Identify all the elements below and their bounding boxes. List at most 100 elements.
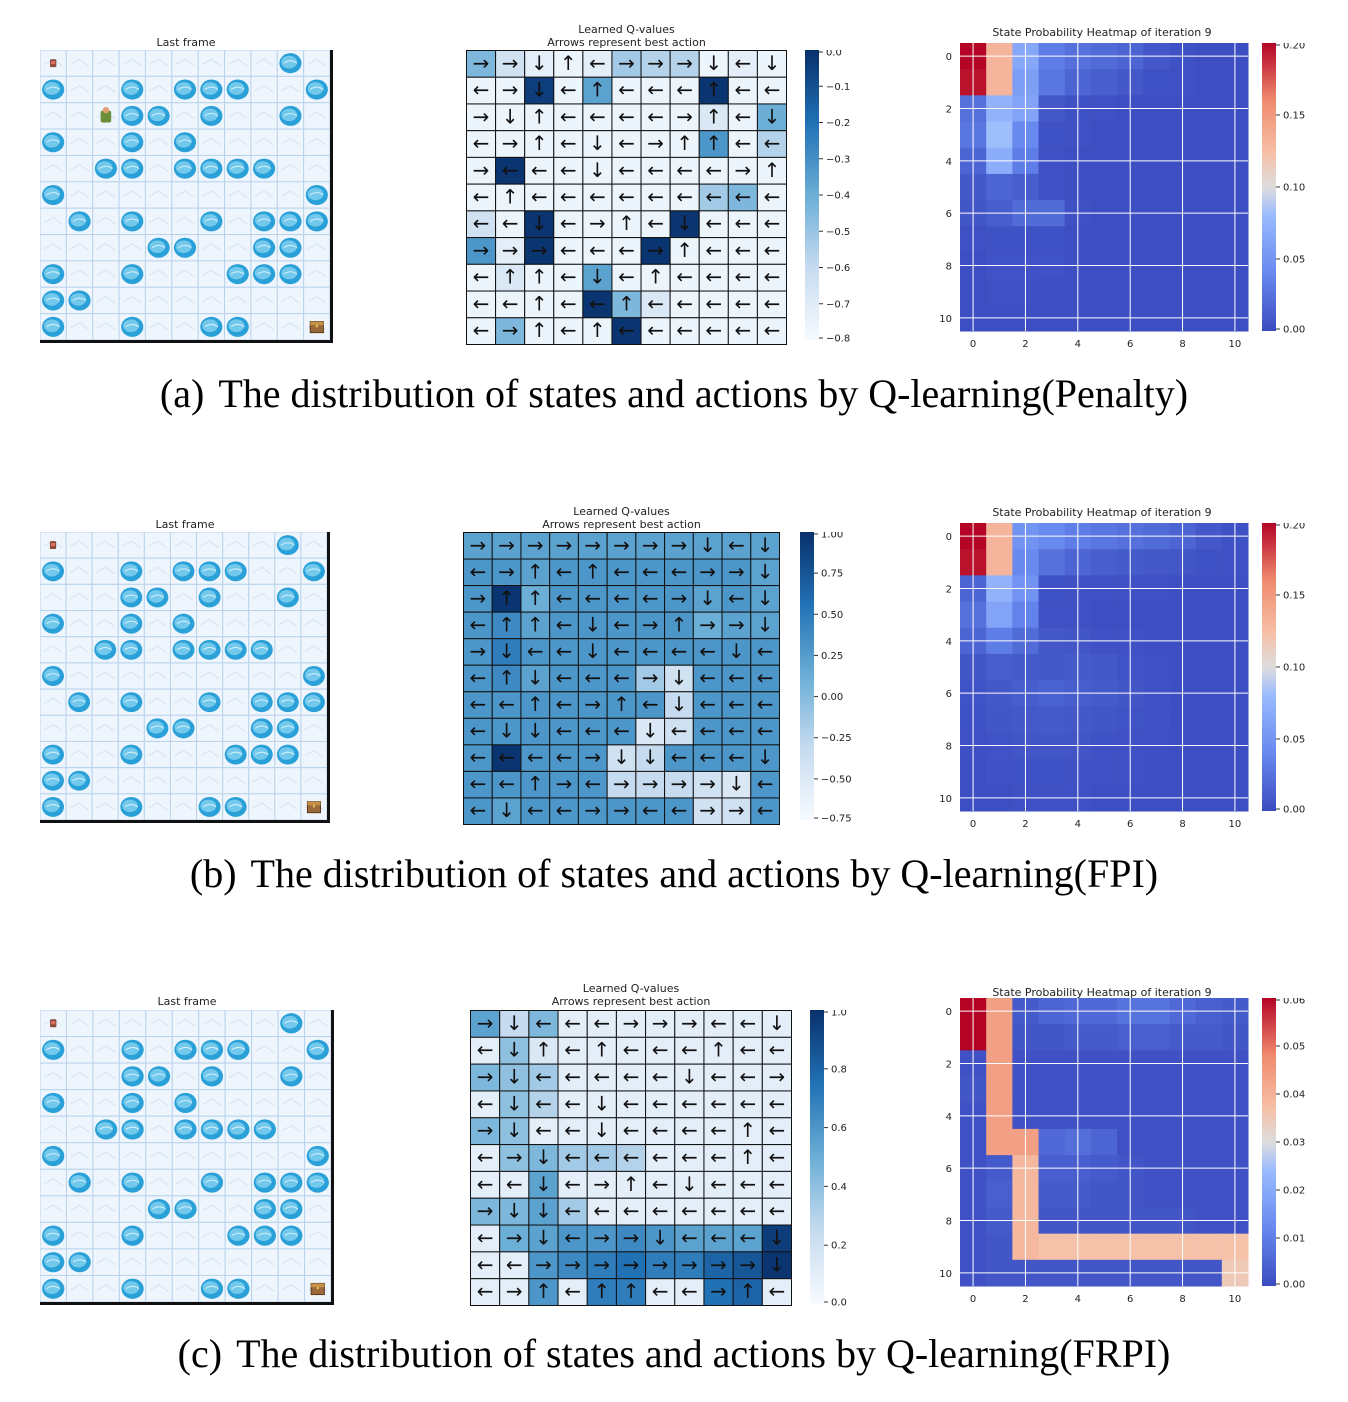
hole <box>276 535 299 556</box>
best-action-arrow: ← <box>764 211 781 235</box>
q-cell: ← <box>463 691 493 719</box>
hole <box>253 1225 276 1246</box>
ice-tile <box>171 181 199 209</box>
best-action-arrow: ← <box>535 1065 552 1089</box>
best-action-arrow: ← <box>710 1118 727 1142</box>
colorbar-tick-label: 0.15 <box>1283 111 1305 122</box>
hole <box>226 264 249 285</box>
heat-cell <box>1038 549 1066 576</box>
ice-tile <box>197 181 226 209</box>
best-action-arrow: ← <box>757 798 774 822</box>
heat-cell <box>1038 278 1066 306</box>
ice-tile <box>274 793 302 821</box>
y-tick-label: 6 <box>946 1164 952 1175</box>
best-action-arrow: ← <box>647 318 664 342</box>
q-cell: ↓ <box>645 1224 676 1253</box>
best-action-arrow: → <box>473 51 490 75</box>
q-title-line2: Arrows represent best action <box>547 36 706 49</box>
q-cell: → <box>491 532 522 560</box>
ice-tile <box>65 1274 94 1303</box>
x-tick-label: 10 <box>1229 1294 1242 1305</box>
q-cell: ↑ <box>491 585 522 613</box>
q-cell: ← <box>553 76 584 105</box>
y-tick-label: 8 <box>946 1217 952 1228</box>
hole <box>42 561 65 582</box>
y-tick-label: 4 <box>946 637 952 648</box>
colorbar-tick-label: 1.00 <box>821 532 843 541</box>
hole <box>42 1145 65 1167</box>
best-action-arrow: → <box>593 1252 610 1276</box>
best-action-arrow: → <box>618 51 635 75</box>
ice-tile <box>117 714 145 742</box>
q-cell: ← <box>606 611 637 640</box>
hole <box>200 1039 224 1060</box>
ice-tile <box>224 234 252 262</box>
q-cell: ← <box>721 664 752 693</box>
q-cell: → <box>703 1251 734 1280</box>
ice-tile <box>196 740 224 769</box>
colorbar-tick-label: −0.4 <box>826 191 850 202</box>
ice-tile <box>222 688 250 716</box>
best-action-arrow: ↑ <box>647 265 664 289</box>
q-cell: ← <box>466 317 497 345</box>
heat-cell <box>1038 758 1066 786</box>
hole <box>305 79 328 100</box>
q-cell: ↑ <box>732 1117 763 1146</box>
hole <box>276 744 299 765</box>
ice-tile <box>300 636 328 664</box>
best-action-arrow: ← <box>728 745 745 769</box>
ice-tile <box>65 128 94 156</box>
best-action-arrow: ↑ <box>589 318 606 342</box>
best-action-arrow: ↓ <box>531 78 548 102</box>
ice-tile <box>197 286 226 315</box>
q-cell: → <box>557 1251 588 1280</box>
best-action-arrow: ← <box>739 1038 756 1062</box>
best-action-arrow: ← <box>739 1172 756 1196</box>
best-action-arrow: ← <box>477 1038 494 1062</box>
q-cell: → <box>586 1170 617 1199</box>
best-action-arrow: ↓ <box>498 798 515 822</box>
q-cell: → <box>615 1251 647 1280</box>
ice-tile <box>65 532 93 559</box>
ice-tile <box>304 1248 332 1276</box>
best-action-arrow: ← <box>699 745 716 769</box>
q-cell: ← <box>553 263 584 292</box>
ice-tile <box>250 50 278 77</box>
q-cell: ← <box>553 210 584 239</box>
q-cell: ↓ <box>524 210 555 239</box>
best-action-arrow: ← <box>613 639 630 663</box>
hole <box>276 718 299 739</box>
ice-tile <box>276 75 305 104</box>
heat-cell <box>1038 706 1066 733</box>
best-action-arrow: → <box>647 238 664 262</box>
caption-tag: (a) <box>159 371 205 416</box>
q-cell: ← <box>761 1197 792 1226</box>
q-cell: ← <box>664 717 694 746</box>
best-action-arrow: ← <box>676 78 693 102</box>
ice-tile <box>251 1010 279 1038</box>
ice-tile <box>65 50 94 77</box>
ice-tile <box>300 532 328 559</box>
best-action-arrow: ↓ <box>642 719 659 743</box>
heat-cell <box>1143 1181 1170 1208</box>
ice-tile <box>169 532 198 559</box>
y-tick-label: 2 <box>946 584 952 595</box>
hole <box>42 290 65 311</box>
y-tick-label: 8 <box>946 262 952 273</box>
ice-tile <box>276 313 305 341</box>
heat-colorbar: 0.20 0.15 0.10 0.05 0.00 <box>1262 43 1305 336</box>
q-cell: ↑ <box>524 290 555 319</box>
best-action-arrow: → <box>564 1252 581 1276</box>
hole <box>200 158 223 179</box>
heat-cell <box>1143 69 1170 96</box>
heat-cell <box>1038 1233 1066 1261</box>
best-action-arrow: ← <box>560 238 577 262</box>
best-action-arrow: ← <box>535 1091 552 1115</box>
q-cell: → <box>664 585 694 613</box>
ice-tile <box>144 207 173 236</box>
hole <box>174 1039 197 1060</box>
ice-tile <box>143 767 171 795</box>
heat-cell <box>986 121 1013 149</box>
best-action-arrow: ↑ <box>764 158 781 182</box>
q-cell: ← <box>669 263 700 292</box>
